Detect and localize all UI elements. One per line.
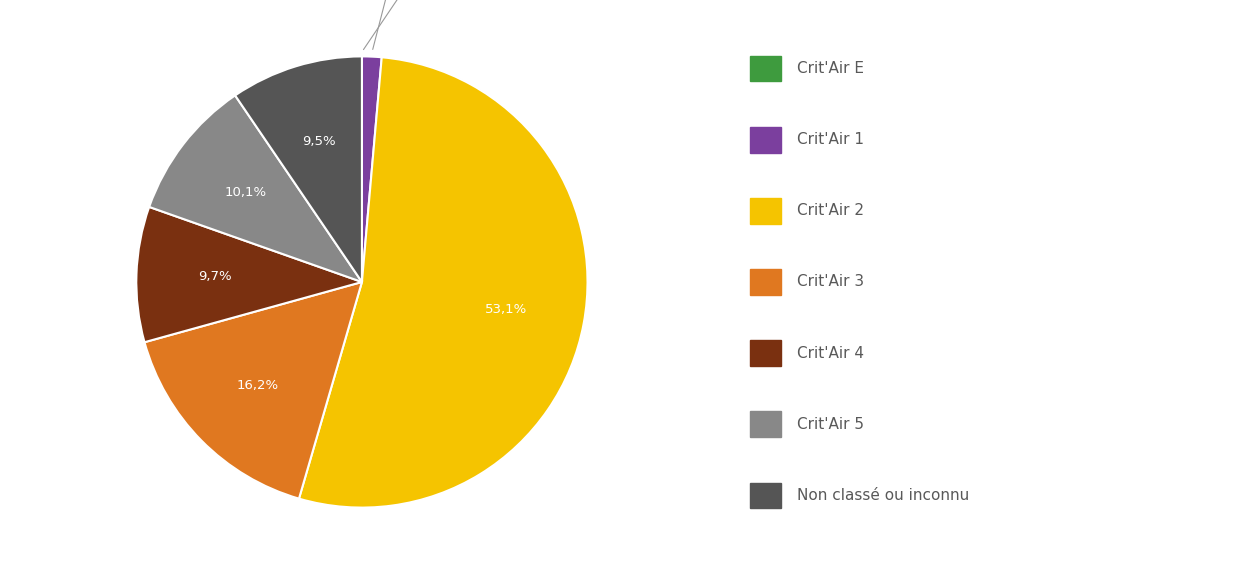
Wedge shape (362, 56, 382, 282)
Text: Crit'Air 3: Crit'Air 3 (797, 275, 865, 289)
Bar (750, 198, 781, 223)
Text: 1,4%: 1,4% (373, 0, 407, 50)
Bar (750, 127, 781, 152)
Text: 53,1%: 53,1% (485, 302, 527, 315)
Text: 10,1%: 10,1% (225, 186, 267, 199)
Text: 9,5%: 9,5% (302, 135, 336, 148)
Text: Crit'Air 1: Crit'Air 1 (797, 133, 864, 147)
Text: Crit'Air 5: Crit'Air 5 (797, 417, 864, 431)
Wedge shape (145, 282, 362, 499)
Text: Crit'Air E: Crit'Air E (797, 61, 864, 76)
Bar (750, 56, 781, 81)
Text: 16,2%: 16,2% (237, 378, 278, 391)
Bar (750, 412, 781, 437)
Wedge shape (235, 56, 362, 282)
Bar (750, 340, 781, 365)
Text: Crit'Air 4: Crit'Air 4 (797, 346, 864, 360)
Text: Non classé ou inconnu: Non classé ou inconnu (797, 488, 970, 503)
Text: 0,0% (Crit'Air E): 0,0% (Crit'Air E) (362, 0, 463, 50)
Bar (750, 482, 781, 508)
Wedge shape (150, 95, 362, 282)
Text: Crit'Air 2: Crit'Air 2 (797, 204, 864, 218)
Wedge shape (136, 207, 362, 342)
Wedge shape (300, 58, 588, 508)
Bar (750, 269, 781, 294)
Text: 9,7%: 9,7% (198, 270, 232, 284)
